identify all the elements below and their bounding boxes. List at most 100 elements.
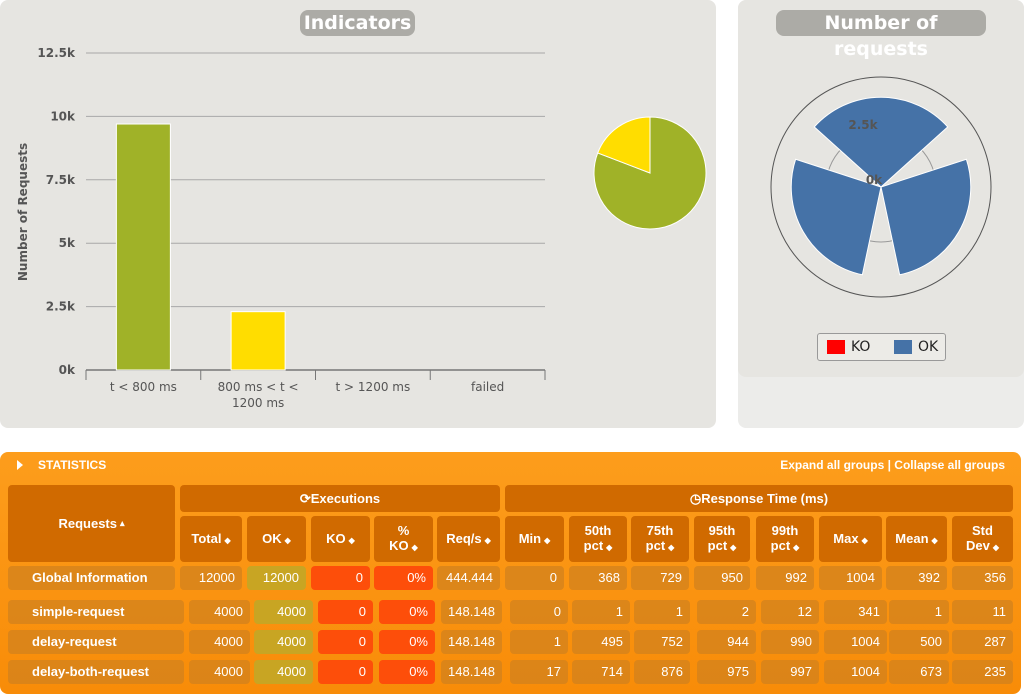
stat-cell: 752 [634, 630, 690, 654]
response-time-header-label: Response Time (ms) [701, 491, 829, 506]
sort-icon[interactable]: ◆ [411, 543, 418, 552]
column-header-label[interactable]: OK [262, 530, 282, 546]
stat-cell: 944 [697, 630, 756, 654]
column-header-label[interactable]: 50th [584, 523, 612, 538]
stat-cell: 1 [634, 600, 690, 624]
column-header-total[interactable]: Total ◆ [180, 516, 242, 562]
sort-icon[interactable]: ◆ [861, 535, 868, 545]
column-header-min[interactable]: Min ◆ [505, 516, 564, 562]
column-header-std-dev[interactable]: Std Dev ◆ [952, 516, 1013, 562]
sort-icon[interactable]: ◆ [224, 535, 231, 545]
sort-asc-icon[interactable]: ▴ [120, 518, 125, 528]
sort-icon[interactable]: ◆ [793, 543, 800, 552]
stat-cell: 392 [886, 566, 947, 590]
bar-0[interactable] [115, 123, 171, 371]
y-tick-label: 12.5k [37, 46, 76, 60]
column-header-label[interactable]: Min [518, 530, 542, 546]
column-header-label[interactable]: Total [191, 530, 222, 546]
pie-slice-1[interactable] [597, 116, 651, 174]
stat-cell: 673 [889, 660, 949, 684]
column-header-label[interactable]: Max [833, 530, 859, 546]
stat-cell: 876 [634, 660, 690, 684]
stat-cell: 950 [694, 566, 750, 590]
column-header-95th-pct[interactable]: 95th pct ◆ [694, 516, 750, 562]
polar-wedge-delay-both-request[interactable] [790, 158, 882, 276]
column-header-label[interactable]: 75th [646, 523, 674, 538]
sort-icon[interactable]: ◆ [992, 543, 999, 552]
column-header-label[interactable]: KO [389, 538, 409, 553]
stat-cell: 729 [631, 566, 689, 590]
requests-column-header[interactable]: Requests ▴ [8, 485, 175, 562]
sort-icon[interactable]: ◆ [284, 535, 291, 545]
response-time-group-header: ◷ Response Time (ms) [505, 485, 1013, 512]
statistics-title[interactable]: STATISTICS [38, 458, 107, 472]
stat-cell: 17 [510, 660, 568, 684]
sort-icon[interactable]: ◆ [606, 543, 613, 552]
y-tick-label: 5k [59, 236, 76, 250]
y-tick-label: 7.5k [46, 173, 76, 187]
column-header-label[interactable]: 95th [708, 523, 736, 538]
sort-icon[interactable]: ◆ [730, 543, 737, 552]
stat-cell: 1004 [824, 660, 887, 684]
legend-ok-label[interactable]: OK [918, 339, 939, 355]
column-header-label[interactable]: pct [707, 538, 728, 553]
column-header-mean[interactable]: Mean ◆ [886, 516, 947, 562]
requests-panel: Number of requests 0k 2.5k KO OK [738, 0, 1024, 428]
stat-cell: 444.444 [437, 566, 500, 590]
column-header-req-s[interactable]: Req/s ◆ [437, 516, 500, 562]
sort-icon[interactable]: ◆ [484, 535, 491, 545]
column-header-label[interactable]: % [397, 523, 410, 538]
request-row-delay-both-request[interactable]: delay-both-request [8, 660, 184, 684]
bar-1[interactable] [230, 311, 286, 371]
refresh-icon: ⟳ [299, 491, 311, 506]
stat-cell: 0 [510, 600, 568, 624]
column-header-label[interactable]: Std [972, 523, 993, 538]
column-header-label[interactable]: Mean [895, 530, 929, 546]
sort-icon[interactable]: ◆ [348, 535, 355, 545]
expand-all-groups-link[interactable]: Expand all groups [780, 458, 885, 472]
column-header-75th-pct[interactable]: 75th pct ◆ [631, 516, 689, 562]
global-information-row[interactable]: Global Information [8, 566, 175, 590]
column-header-max[interactable]: Max ◆ [819, 516, 882, 562]
legend-ok-swatch[interactable] [894, 340, 912, 354]
sort-icon[interactable]: ◆ [668, 543, 675, 552]
collapse-all-groups-link[interactable]: Collapse all groups [894, 458, 1005, 472]
column-header-label[interactable]: KO [326, 530, 346, 546]
y-tick-label: 2.5k [46, 300, 76, 314]
column-header-50th-pct[interactable]: 50th pct ◆ [569, 516, 627, 562]
column-header-ko[interactable]: KO ◆ [311, 516, 370, 562]
column-header-label[interactable]: pct [770, 538, 791, 553]
legend-ko-label[interactable]: KO [851, 339, 871, 355]
stat-cell: 12 [761, 600, 819, 624]
x-tick-label: t < 800 ms [110, 380, 177, 394]
stat-cell: 990 [761, 630, 819, 654]
stat-cell: 1 [572, 600, 630, 624]
sort-icon[interactable]: ◆ [544, 535, 551, 545]
legend-ko-swatch[interactable] [827, 340, 845, 354]
requests-header-label[interactable]: Requests [58, 516, 117, 531]
request-row-delay-request[interactable]: delay-request [8, 630, 184, 654]
column-header-label[interactable]: 99th [771, 523, 799, 538]
y-tick-label: 0k [59, 363, 76, 377]
polar-wedge-simple-request[interactable] [813, 96, 949, 188]
stat-cell: 4000 [254, 630, 313, 654]
indicators-panel: Indicators Number of Requests 0k 2.5k 5k 7.… [0, 0, 716, 428]
sort-icon[interactable]: ◆ [931, 535, 938, 545]
stat-cell: 0% [379, 660, 435, 684]
column-header-label[interactable]: Req/s [446, 530, 482, 546]
polar-tick-label: 0k [866, 173, 883, 187]
column-header-label[interactable]: pct [645, 538, 666, 553]
column-header--ko[interactable]: % KO ◆ [374, 516, 433, 562]
stat-cell: 287 [952, 630, 1013, 654]
stat-cell: 4000 [189, 630, 250, 654]
column-header-label[interactable]: Dev [965, 538, 990, 553]
stat-cell: 0% [379, 630, 435, 654]
collapse-arrow-icon[interactable] [17, 460, 23, 470]
request-row-simple-request[interactable]: simple-request [8, 600, 184, 624]
stat-cell: 0 [318, 630, 373, 654]
column-header-99th-pct[interactable]: 99th pct ◆ [756, 516, 814, 562]
stat-cell: 0 [318, 600, 373, 624]
column-header-label[interactable]: pct [583, 538, 604, 553]
polar-wedge-delay-request[interactable] [880, 158, 972, 276]
column-header-ok[interactable]: OK ◆ [247, 516, 306, 562]
